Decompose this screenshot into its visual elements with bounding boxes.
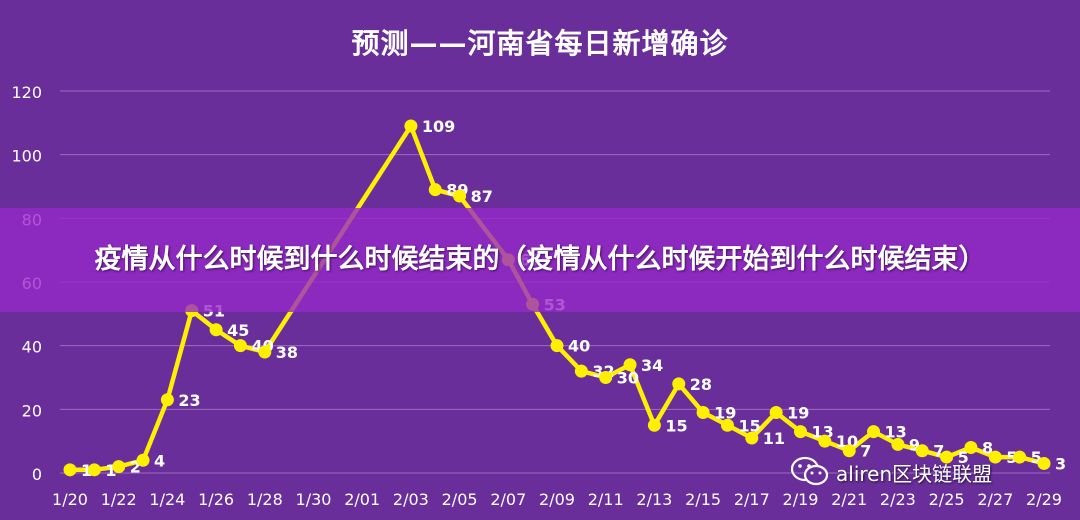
x-tick-label: 2/29 (1026, 490, 1062, 509)
data-point (112, 460, 126, 474)
x-tick-label: 1/20 (52, 490, 88, 509)
data-label: 7 (933, 442, 944, 461)
data-label: 1 (105, 461, 116, 480)
data-label: 5 (958, 448, 969, 467)
y-tick-label: 20 (22, 401, 42, 420)
x-tick-label: 1/22 (101, 490, 137, 509)
data-label: 19 (787, 404, 809, 423)
data-label: 15 (738, 416, 760, 435)
data-label: 3 (1055, 454, 1066, 473)
data-label: 15 (665, 416, 687, 435)
data-point (867, 425, 881, 439)
x-tick-label: 2/07 (490, 490, 526, 509)
data-point (769, 406, 783, 420)
data-point (63, 463, 77, 477)
data-point (720, 418, 734, 432)
data-label: 38 (276, 343, 298, 362)
data-point (550, 339, 564, 353)
article-title-banner: 疫情从什么时候到什么时候结束的（疫情从什么时候开始到什么时候结束） (0, 208, 1080, 312)
data-point (404, 119, 418, 133)
data-label: 5 (1031, 448, 1042, 467)
data-point (940, 450, 954, 464)
watermark-text: aliren区块链联盟 (836, 461, 993, 486)
data-point (599, 371, 613, 384)
x-tick-label: 2/15 (685, 490, 721, 509)
chart-title: 预测——河南省每日新增确诊 (351, 27, 729, 60)
data-point (964, 441, 978, 455)
data-label: 28 (690, 375, 712, 394)
y-tick-label: 100 (11, 147, 42, 166)
data-point (453, 189, 467, 203)
data-label: 1 (81, 461, 92, 480)
data-point (915, 444, 929, 458)
data-point (988, 450, 1002, 464)
x-tick-label: 2/27 (977, 490, 1013, 509)
x-tick-label: 1/28 (247, 490, 283, 509)
x-tick-label: 2/21 (831, 490, 867, 509)
data-point (87, 463, 101, 477)
data-point (818, 434, 832, 448)
x-tick-label: 2/01 (344, 490, 380, 509)
data-point (428, 183, 442, 197)
data-label: 11 (763, 429, 785, 448)
x-tick-label: 2/23 (880, 490, 916, 509)
data-point (842, 444, 856, 458)
watermark: aliren区块链联盟 (790, 456, 992, 488)
data-point (136, 453, 150, 467)
x-tick-label: 2/25 (929, 490, 965, 509)
x-tick-label: 2/09 (539, 490, 575, 509)
data-point (258, 345, 272, 359)
data-label: 13 (885, 423, 907, 442)
y-tick-label: 40 (22, 338, 42, 357)
data-label: 5 (1006, 448, 1017, 467)
data-label: 9 (909, 435, 920, 454)
x-tick-label: 2/11 (588, 490, 624, 509)
data-point (1037, 456, 1051, 470)
data-point (891, 437, 905, 451)
x-tick-label: 2/13 (636, 490, 672, 509)
x-tick-label: 2/17 (734, 490, 770, 509)
data-label: 30 (617, 369, 639, 388)
x-tick-label: 1/26 (198, 490, 234, 509)
data-point (647, 418, 661, 432)
data-point (794, 425, 807, 439)
data-label: 45 (227, 321, 249, 340)
x-tick-label: 2/05 (442, 490, 478, 509)
data-point (696, 406, 710, 420)
article-title: 疫情从什么时候到什么时候结束的（疫情从什么时候开始到什么时候结束） (94, 244, 986, 275)
data-point (745, 431, 759, 445)
data-point (574, 364, 588, 378)
data-point (623, 358, 637, 372)
x-tick-label: 1/24 (149, 490, 185, 509)
x-tick-label: 1/30 (296, 490, 332, 509)
wechat-icon (790, 456, 830, 488)
data-label: 109 (422, 117, 455, 136)
x-tick-label: 2/19 (783, 490, 819, 509)
data-label: 4 (154, 451, 165, 470)
data-point (209, 323, 223, 337)
data-point (672, 377, 686, 391)
data-label: 34 (641, 356, 663, 375)
data-label: 8 (982, 439, 993, 458)
data-point (1013, 450, 1027, 464)
data-label: 2 (130, 458, 141, 477)
data-label: 40 (568, 337, 590, 356)
y-tick-label: 0 (32, 465, 42, 484)
x-tick-label: 2/03 (393, 490, 429, 509)
data-point (160, 393, 174, 407)
y-tick-label: 120 (11, 83, 42, 102)
data-label: 23 (178, 391, 200, 410)
data-label: 7 (860, 442, 871, 461)
data-point (233, 339, 247, 353)
data-label: 87 (471, 187, 493, 206)
data-label: 19 (714, 404, 736, 423)
